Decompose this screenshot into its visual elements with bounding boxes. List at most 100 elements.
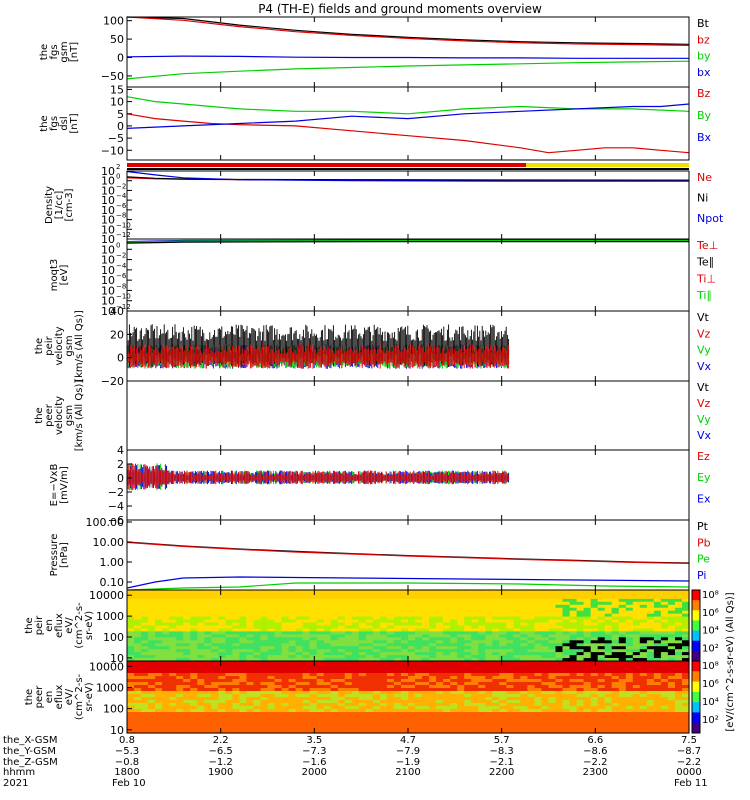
spectrogram-cell (239, 613, 247, 618)
spectrogram-cell (639, 604, 648, 609)
spectrogram-cell (183, 718, 191, 722)
spectrogram-cell (155, 631, 163, 635)
spectrogram-cell (499, 730, 507, 734)
spectrogram-cell (562, 593, 571, 597)
spectrogram-cell (134, 700, 142, 704)
spectrogram-cell (246, 658, 254, 662)
spectrogram-cell (443, 703, 451, 707)
spectrogram-cell (429, 715, 437, 719)
spectrogram-cell (485, 673, 493, 677)
spectrogram-cell (611, 628, 620, 633)
spectrogram-cell (204, 676, 212, 680)
spectrogram-cell (604, 673, 613, 677)
spectrogram-cell (316, 652, 325, 656)
spectrogram-cell (408, 730, 416, 734)
spectrogram-cell (667, 730, 676, 734)
spectrogram-cell (127, 598, 135, 603)
spectrogram-cell (569, 598, 578, 603)
spectrogram-cell (401, 598, 409, 603)
spectrogram-cell (597, 613, 606, 618)
spectrogram-cell (351, 652, 360, 656)
spectrogram-cell (660, 613, 669, 618)
spectrogram-cell (471, 643, 479, 647)
spectrogram-cell (611, 593, 620, 597)
spectrogram-cell (675, 682, 683, 686)
spectrogram-cell (358, 637, 367, 641)
spectrogram-cell (555, 616, 564, 621)
spectrogram-cell (309, 685, 318, 689)
spectrogram-cell (218, 595, 226, 600)
spectrogram-cell (393, 595, 402, 600)
spectrogram-cell (183, 590, 191, 594)
spectrogram-cell (246, 715, 254, 719)
spectrogram-cell (344, 661, 353, 665)
spectrogram-cell (379, 625, 388, 630)
y-axis-label: peir (34, 615, 45, 635)
spectrogram-cell (365, 685, 374, 689)
spectrogram-cell (211, 712, 219, 716)
spectrogram-cell (499, 655, 507, 659)
spectrogram-cell (358, 607, 367, 612)
spectrogram-cell (562, 670, 571, 674)
spectrogram-cell (443, 649, 451, 653)
spectrogram-cell (253, 712, 261, 716)
spectrogram-cell (443, 694, 451, 698)
spectrogram-cell (225, 593, 233, 597)
spectrogram-cell (309, 622, 318, 627)
spectrogram-cell (232, 694, 240, 698)
x-tick-label: −2.2 (583, 757, 607, 768)
spectrogram-cell (597, 697, 606, 701)
spectrogram-cell (436, 610, 444, 615)
spectrogram-cell (288, 634, 297, 638)
spectrogram-cell (176, 664, 184, 668)
spectrogram-cell (197, 643, 205, 647)
spectrogram-cell (246, 661, 254, 665)
spectrogram-cell (358, 649, 367, 653)
spectrogram-cell (176, 628, 184, 633)
series-line-Pt (126, 541, 690, 564)
spectrogram-cell (450, 643, 458, 647)
spectrogram-cell (632, 655, 641, 659)
spectrogram-cell (351, 655, 360, 659)
spectrogram-cell (155, 610, 163, 615)
spectrogram-cell (597, 667, 606, 671)
spectrogram-cell (344, 706, 353, 710)
spectrogram-cell (190, 610, 198, 615)
spectrogram-cell (471, 590, 479, 594)
spectrogram-cell (148, 643, 156, 647)
legend-Bz: Bz (697, 87, 711, 100)
spectrogram-cell (513, 706, 521, 710)
spectrogram-cell (197, 676, 205, 680)
spectrogram-cell (604, 706, 613, 710)
spectrogram-cell (464, 634, 472, 638)
spectrogram-cell (632, 712, 641, 716)
spectrogram-cell (197, 679, 205, 683)
spectrogram-cell (316, 727, 325, 731)
spectrogram-cell (267, 607, 276, 612)
spectrogram-cell (597, 643, 606, 647)
spectrogram-cell (408, 673, 416, 677)
spectrogram-cell (365, 634, 374, 638)
spectrogram-cell (141, 667, 149, 671)
spectrogram-cell (260, 679, 269, 683)
spectrogram-cell (127, 646, 135, 650)
spectrogram-cell (260, 625, 269, 630)
spectrogram-cell (478, 661, 486, 665)
spectrogram-cell (239, 679, 247, 683)
spectrogram-cell (246, 640, 254, 644)
spectrogram-cell (155, 676, 163, 680)
spectrogram-cell (274, 694, 283, 698)
spectrogram-cell (232, 658, 240, 662)
spectrogram-cell (415, 700, 423, 704)
spectrogram-cell (260, 607, 269, 612)
spectrogram-cell (422, 593, 430, 597)
spectrogram-cell (646, 649, 655, 653)
spectrogram-cell (316, 730, 325, 734)
spectrogram-cell (253, 685, 261, 689)
spectrogram-cell (590, 598, 599, 603)
spectrogram-cell (239, 706, 247, 710)
spectrogram-cell (127, 679, 135, 683)
series-line-bz (126, 16, 690, 46)
spectrogram-cell (675, 652, 683, 656)
spectrogram-cell (141, 673, 149, 677)
